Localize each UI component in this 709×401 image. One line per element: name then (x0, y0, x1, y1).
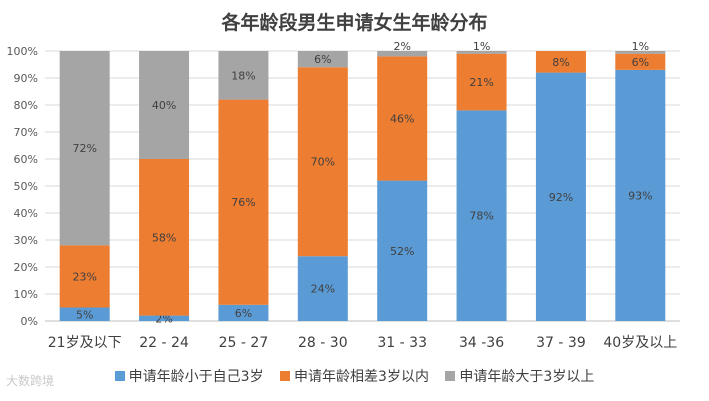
bar-segment (139, 159, 190, 316)
data-label: 18% (231, 69, 255, 82)
data-label: 93% (628, 189, 652, 202)
y-tick-label: 80% (14, 99, 38, 112)
data-label: 52% (390, 245, 414, 258)
data-label: 40% (152, 99, 176, 112)
legend-swatch-younger (114, 371, 125, 381)
data-label: 72% (72, 142, 96, 155)
y-tick-label: 30% (14, 234, 38, 247)
bar-segment (456, 53, 507, 111)
data-label: 24% (311, 283, 335, 296)
bar-segment (377, 51, 428, 57)
x-tick-label: 21岁及以下 (48, 335, 122, 351)
data-label: 5% (76, 308, 93, 321)
bar-segment (456, 51, 507, 54)
bar-segment (139, 315, 190, 321)
bar-segment (377, 56, 428, 181)
x-tick-label: 40岁及以上 (603, 335, 677, 351)
data-label: 76% (231, 196, 255, 209)
legend-label-within: 申请年龄相差3岁以内 (294, 369, 429, 385)
x-tick-label: 37 - 39 (536, 335, 586, 351)
y-tick-label: 10% (14, 288, 38, 301)
y-tick-label: 60% (14, 153, 38, 166)
bar-segment (218, 99, 269, 305)
data-label: 6% (632, 56, 649, 69)
y-tick-label: 100% (7, 45, 38, 58)
data-label: 78% (469, 210, 493, 223)
legend-item-within: 申请年龄相差3岁以内 (280, 366, 429, 386)
bar-segment (59, 51, 110, 246)
bar-segment (456, 110, 507, 322)
legend-swatch-older (445, 371, 456, 381)
bar-segment (535, 51, 586, 73)
bar-segment (615, 69, 666, 322)
bar-segment (297, 51, 348, 68)
legend-item-younger: 申请年龄小于自己3岁 (114, 366, 264, 386)
x-tick-label: 34 -36 (459, 335, 504, 351)
bar-segment (535, 72, 586, 321)
data-label: 58% (152, 231, 176, 244)
data-label: 1% (473, 40, 490, 53)
data-label: 70% (311, 156, 335, 169)
y-tick-label: 70% (14, 126, 38, 139)
y-tick-label: 50% (14, 180, 38, 193)
legend-swatch-within (280, 371, 291, 381)
y-tick-label: 0% (21, 315, 38, 328)
data-label: 1% (632, 40, 649, 53)
bar-segment (297, 256, 348, 321)
data-label: 6% (314, 53, 331, 66)
bar-segment (615, 53, 666, 70)
data-label: 2% (393, 40, 410, 53)
x-tick-label: 25 - 27 (219, 335, 269, 351)
data-label: 92% (549, 191, 573, 204)
bar-segment (377, 180, 428, 321)
x-tick-label: 22 - 24 (139, 335, 189, 351)
y-tick-label: 20% (14, 261, 38, 274)
bar-segment (139, 51, 190, 159)
data-label: 23% (72, 270, 96, 283)
chart-legend: 申请年龄小于自己3岁 申请年龄相差3岁以内 申请年龄大于3岁以上 (0, 366, 709, 386)
chart-title: 各年龄段男生申请女生年龄分布 (221, 12, 488, 34)
data-label: 21% (469, 76, 493, 89)
watermark: 大数跨境 (6, 374, 55, 388)
data-label: 2% (155, 313, 172, 326)
y-tick-label: 90% (14, 72, 38, 85)
bar-segment (59, 307, 110, 321)
x-tick-label: 28 - 30 (298, 335, 348, 351)
bar-segment (59, 245, 110, 308)
y-tick-label: 40% (14, 207, 38, 220)
bar-segment (218, 51, 269, 100)
data-label: 6% (235, 307, 252, 320)
data-label: 8% (552, 56, 569, 69)
legend-label-younger: 申请年龄小于自己3岁 (128, 369, 264, 385)
bar-segment (615, 51, 666, 54)
bar-segment (218, 304, 269, 321)
data-label: 46% (390, 113, 414, 126)
bar-segment (297, 67, 348, 257)
x-tick-label: 31 - 33 (377, 335, 427, 351)
legend-item-older: 申请年龄大于3岁以上 (445, 366, 594, 386)
legend-label-older: 申请年龄大于3岁以上 (459, 369, 595, 385)
